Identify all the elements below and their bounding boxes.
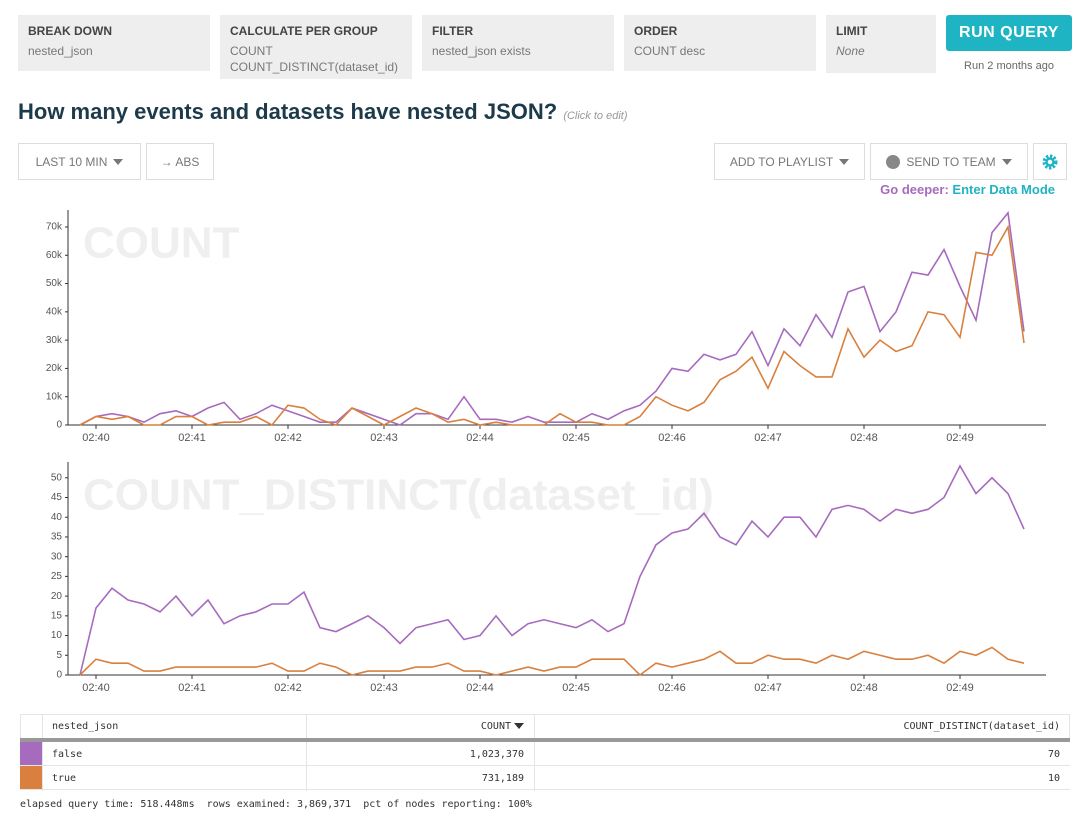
cell: 1,023,370: [306, 742, 534, 766]
x-tick-label: 02:42: [274, 432, 302, 444]
results-table: nested_json COUNT COUNT_DISTINCT(dataset…: [20, 714, 1070, 791]
y-tick-label: 20k: [46, 363, 63, 374]
x-tick-label: 02:49: [946, 682, 974, 694]
y-tick-label: 30: [51, 551, 63, 562]
row-swatch: [20, 766, 42, 790]
y-tick-label: 40k: [46, 306, 63, 317]
y-tick-label: 5: [56, 650, 62, 661]
stat: pct of nodes reporting: 100%: [363, 799, 532, 810]
y-tick-label: 60k: [46, 250, 63, 261]
x-tick-label: 02:44: [466, 432, 494, 444]
x-tick-label: 02:40: [82, 432, 110, 444]
x-tick-label: 02:49: [946, 432, 974, 444]
y-tick-label: 50k: [46, 278, 63, 289]
x-tick-label: 02:45: [562, 432, 590, 444]
y-tick-label: 45: [51, 492, 63, 503]
x-tick-label: 02:45: [562, 682, 590, 694]
label: COUNT: [481, 721, 511, 732]
y-tick-label: 20: [51, 591, 63, 602]
cell: 70: [534, 742, 1070, 766]
cell: 10: [534, 766, 1070, 790]
y-tick-label: 70k: [46, 222, 63, 233]
x-tick-label: 02:47: [754, 432, 782, 444]
y-tick-label: 40: [51, 512, 63, 523]
row-swatch: [20, 742, 42, 766]
sort-caret: [514, 723, 524, 729]
chart-watermark: COUNT: [83, 219, 240, 268]
y-tick-label: 0: [56, 670, 62, 681]
cell[interactable]: true: [42, 766, 306, 790]
y-tick-label: 50: [51, 472, 63, 483]
y-tick-label: 0: [56, 420, 62, 431]
cell[interactable]: false: [42, 742, 306, 766]
x-tick-label: 02:43: [370, 432, 398, 444]
y-tick-label: 10: [51, 630, 63, 641]
x-tick-label: 02:47: [754, 682, 782, 694]
column-header[interactable]: nested_json: [42, 714, 306, 738]
charts: COUNT 0 10k 20k 30k 40k 50k 60k 70k 02:40 02:41 02:…: [0, 0, 1088, 700]
y-tick-label: 25: [51, 571, 63, 582]
query-stats: elapsed query time: 518.448ms rows exami…: [20, 799, 532, 810]
x-tick-label: 02:46: [658, 682, 686, 694]
y-tick-label: 10k: [46, 391, 63, 402]
x-tick-label: 02:42: [274, 682, 302, 694]
cell: 731,189: [306, 766, 534, 790]
stat: rows examined: 3,869,371: [207, 799, 352, 810]
x-tick-label: 02:43: [370, 682, 398, 694]
x-tick-label: 02:44: [466, 682, 494, 694]
column-header[interactable]: COUNT_DISTINCT(dataset_id): [534, 714, 1070, 738]
x-tick-label: 02:46: [658, 432, 686, 444]
x-tick-label: 02:41: [178, 682, 206, 694]
y-tick-label: 15: [51, 610, 63, 621]
series-line: [80, 647, 1024, 675]
chart-watermark: COUNT_DISTINCT(dataset_id): [83, 471, 714, 520]
x-tick-label: 02:48: [850, 682, 878, 694]
stat: elapsed query time: 518.448ms: [20, 799, 195, 810]
column-header[interactable]: COUNT: [306, 714, 534, 738]
x-tick-label: 02:48: [850, 432, 878, 444]
x-tick-label: 02:41: [178, 432, 206, 444]
y-tick-label: 35: [51, 532, 63, 543]
y-tick-label: 30k: [46, 335, 63, 346]
x-tick-label: 02:40: [82, 682, 110, 694]
